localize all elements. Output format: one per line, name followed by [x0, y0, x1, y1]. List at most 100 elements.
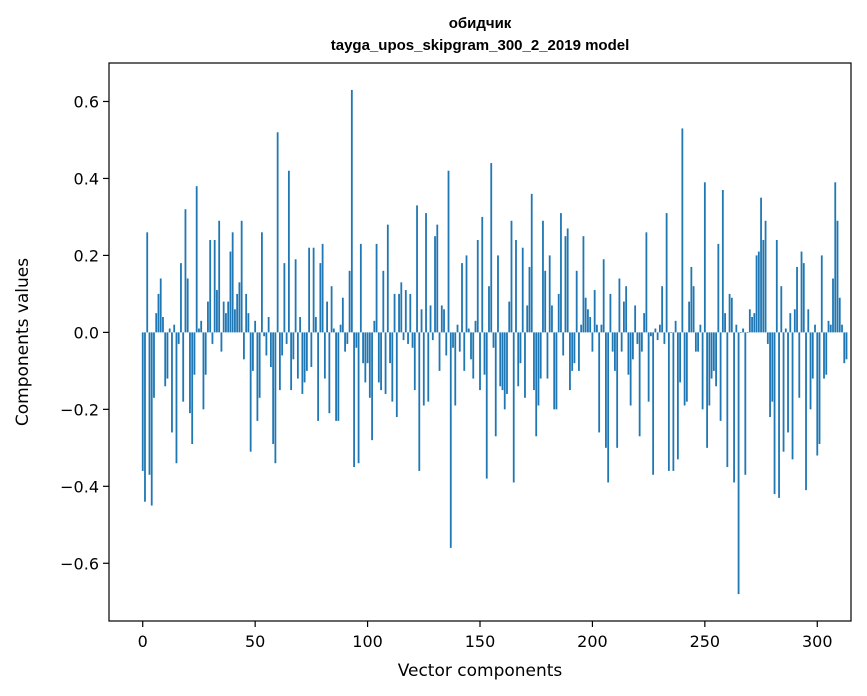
bar-41 [234, 309, 236, 333]
bar-182 [551, 305, 553, 333]
bar-226 [649, 332, 652, 337]
bar-18 [182, 332, 185, 402]
bar-224 [645, 232, 648, 333]
bar-225 [647, 332, 650, 402]
bar-19 [184, 209, 187, 333]
bar-274 [757, 251, 760, 333]
bar-69 [296, 332, 299, 379]
bar-101 [368, 332, 371, 398]
bar-153 [485, 332, 488, 479]
bar-118 [407, 332, 409, 344]
bar-162 [506, 332, 508, 394]
bar-49 [252, 332, 254, 371]
bar-284 [780, 286, 783, 333]
bar-43 [238, 282, 241, 333]
bar-168 [519, 332, 522, 364]
bar-163 [508, 301, 511, 333]
bar-190 [569, 332, 571, 391]
bar-83 [328, 332, 331, 414]
bar-77 [314, 316, 317, 333]
bar-277 [764, 220, 767, 333]
bar-137 [449, 332, 452, 548]
bar-273 [755, 255, 758, 333]
bar-235 [670, 332, 673, 333]
bar-192 [573, 332, 576, 364]
y-tick-label: 0.2 [74, 246, 99, 265]
bar-269 [746, 332, 749, 333]
bar-203 [598, 332, 601, 433]
bar-288 [789, 313, 792, 333]
bar-238 [676, 332, 679, 460]
bar-36 [222, 301, 225, 333]
x-tick-label: 250 [690, 632, 721, 651]
bar-157 [494, 332, 497, 437]
bar-210 [614, 332, 616, 371]
bar-295 [805, 332, 807, 491]
bar-38 [227, 301, 230, 333]
bar-57 [269, 332, 272, 368]
bar-51 [256, 332, 259, 421]
bar-39 [229, 251, 232, 333]
bar-146 [470, 332, 472, 360]
bar-201 [593, 290, 596, 333]
bar-160 [501, 332, 504, 391]
bar-250 [703, 182, 706, 333]
bar-254 [712, 332, 715, 371]
bar-154 [488, 286, 490, 333]
x-axis-label: Vector components [398, 661, 563, 681]
bar-80 [321, 243, 324, 333]
bar-96 [357, 332, 360, 464]
bar-166 [515, 240, 517, 333]
x-tick-label: 300 [802, 632, 833, 651]
bar-187 [562, 332, 565, 356]
bar-242 [685, 332, 688, 402]
bar-66 [290, 332, 293, 391]
bar-121 [413, 332, 416, 391]
bar-107 [382, 270, 385, 333]
bar-10 [164, 332, 167, 387]
bar-147 [472, 332, 475, 379]
bar-series [141, 89, 848, 595]
bar-270 [748, 309, 751, 333]
bar-191 [571, 332, 574, 371]
bar-220 [636, 332, 639, 344]
bar-252 [708, 332, 711, 406]
bar-169 [521, 247, 524, 333]
bar-251 [706, 332, 708, 448]
bar-287 [787, 332, 789, 433]
bar-68 [294, 259, 297, 333]
bar-214 [623, 301, 625, 333]
bar-184 [555, 332, 558, 410]
bar-233 [665, 213, 668, 333]
bar-42 [236, 293, 239, 333]
bar-133 [440, 305, 443, 333]
bar-134 [443, 309, 445, 333]
bar-194 [578, 332, 580, 371]
y-tick-label: −0.2 [60, 400, 99, 419]
bar-171 [526, 305, 529, 333]
bar-282 [775, 240, 778, 333]
bar-181 [548, 255, 551, 333]
bar-109 [386, 224, 389, 333]
bar-90 [344, 332, 346, 352]
bar-86 [335, 332, 337, 421]
bar-110 [389, 332, 391, 364]
bar-150 [479, 332, 481, 391]
bar-202 [596, 324, 598, 333]
bar-129 [431, 332, 434, 341]
bar-177 [539, 332, 542, 379]
bar-186 [560, 213, 562, 333]
bar-296 [807, 309, 810, 333]
bar-173 [530, 193, 533, 333]
bar-45 [243, 332, 245, 360]
bar-125 [422, 332, 425, 406]
bar-308 [834, 182, 837, 333]
y-axis-ticks: −0.6 −0.4 −0.2 0.0 0.2 0.4 0.6 [60, 92, 109, 573]
bar-143 [463, 332, 466, 371]
bar-136 [447, 170, 450, 333]
bar-64 [285, 332, 288, 344]
bar-79 [319, 263, 322, 333]
bar-159 [499, 332, 502, 387]
bar-25 [198, 328, 200, 333]
bar-104 [375, 243, 378, 333]
